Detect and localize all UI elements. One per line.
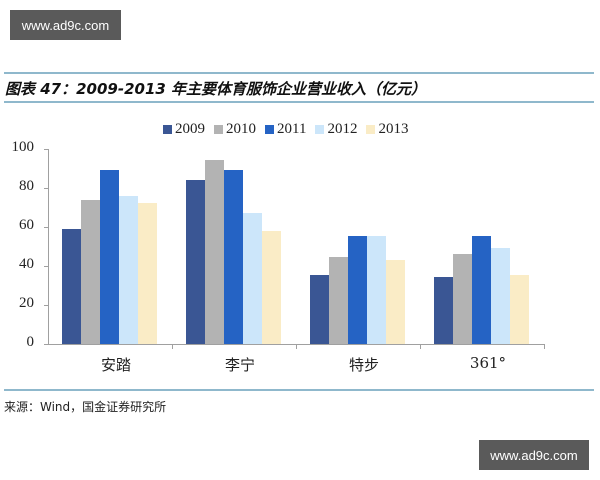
chart-title: 图表 47：2009-2013 年主要体育服饰企业营业收入（亿元） — [5, 80, 427, 98]
x-tick-mark — [544, 344, 545, 349]
bar-2013 — [510, 274, 529, 344]
legend-swatch — [315, 125, 325, 134]
bar-2013 — [386, 260, 405, 344]
legend-item-2012: 2012 — [315, 121, 357, 138]
legend-label: 2013 — [378, 121, 409, 137]
legend-swatch — [265, 125, 274, 134]
category-label: 361° — [469, 354, 507, 372]
bar-2011 — [348, 235, 367, 344]
bar-2013 — [262, 230, 281, 344]
bar-2010 — [205, 159, 224, 344]
bar-2011 — [224, 170, 243, 344]
source-rule — [4, 389, 594, 391]
bar-2009 — [62, 228, 81, 344]
title-bottom-rule — [4, 101, 594, 103]
watermark-top: www.ad9c.com — [10, 10, 121, 40]
legend-label: 2009 — [175, 121, 205, 137]
legend-label: 2010 — [226, 121, 256, 137]
bar-2011 — [472, 235, 491, 344]
y-tick-mark — [44, 344, 48, 345]
bar-2009 — [186, 180, 205, 344]
legend-swatch — [366, 125, 376, 134]
bar-2012 — [243, 213, 262, 344]
bar-2012 — [491, 248, 510, 344]
y-tick-label: 100 — [11, 139, 35, 155]
bar-2010 — [329, 257, 348, 344]
bar-2010 — [453, 254, 472, 344]
y-axis — [48, 149, 49, 344]
title-top-rule — [4, 72, 594, 74]
bar-2009 — [310, 274, 329, 344]
legend-swatch — [214, 125, 223, 134]
legend-label: 2012 — [327, 121, 358, 137]
legend-label: 2011 — [277, 121, 307, 137]
bar-2013 — [138, 202, 157, 344]
category-label: 李宁 — [224, 356, 255, 374]
legend-item-2011: 2011 — [265, 121, 306, 138]
y-tick-mark — [44, 266, 48, 267]
legend-swatch — [163, 125, 172, 134]
y-tick-label: 80 — [19, 178, 34, 194]
watermark-bottom: www.ad9c.com — [479, 440, 589, 470]
bar-2010 — [81, 199, 100, 344]
source-note: 来源：Wind，国金证券研究所 — [4, 400, 167, 414]
bar-2009 — [434, 276, 453, 344]
category-label: 特步 — [348, 356, 379, 374]
y-tick-label: 20 — [19, 295, 34, 311]
bar-2012 — [367, 235, 386, 344]
chart-legend: 2009 2010 2011 2012 2013 — [163, 121, 408, 138]
legend-item-2009: 2009 — [163, 121, 205, 138]
x-tick-mark — [172, 344, 173, 349]
x-tick-mark — [420, 344, 421, 349]
y-tick-mark — [44, 188, 48, 189]
legend-item-2010: 2010 — [214, 121, 256, 138]
y-tick-mark — [44, 305, 48, 306]
bar-2011 — [100, 170, 119, 344]
bar-2012 — [119, 195, 138, 344]
legend-item-2013: 2013 — [366, 121, 408, 138]
y-tick-label: 60 — [19, 217, 34, 233]
x-tick-mark — [296, 344, 297, 349]
y-tick-mark — [44, 149, 48, 150]
category-label: 安踏 — [100, 356, 131, 374]
y-tick-mark — [44, 227, 48, 228]
y-tick-label: 40 — [19, 256, 34, 272]
y-tick-label: 0 — [26, 334, 35, 350]
